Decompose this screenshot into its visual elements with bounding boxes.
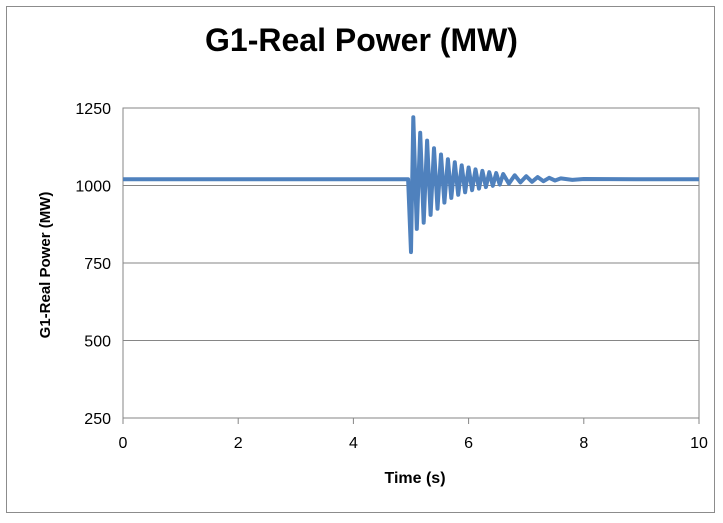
x-axis-label: Time (s) — [384, 470, 446, 487]
x-tick-label: 0 — [119, 435, 128, 452]
chart-frame — [6, 6, 715, 513]
chart-title: G1-Real Power (MW) — [205, 22, 518, 58]
y-tick-label: 500 — [84, 334, 111, 351]
x-tick-label: 6 — [464, 435, 473, 452]
y-tick-label: 750 — [84, 256, 111, 273]
y-tick-label: 250 — [84, 411, 111, 428]
x-tick-label: 10 — [690, 435, 708, 452]
series-line — [123, 115, 699, 255]
x-tick-label: 8 — [579, 435, 588, 452]
y-tick-label: 1000 — [75, 179, 111, 196]
y-tick-label: 1250 — [75, 101, 111, 118]
x-tick-label: 4 — [349, 435, 358, 452]
x-tick-label: 2 — [234, 435, 243, 452]
